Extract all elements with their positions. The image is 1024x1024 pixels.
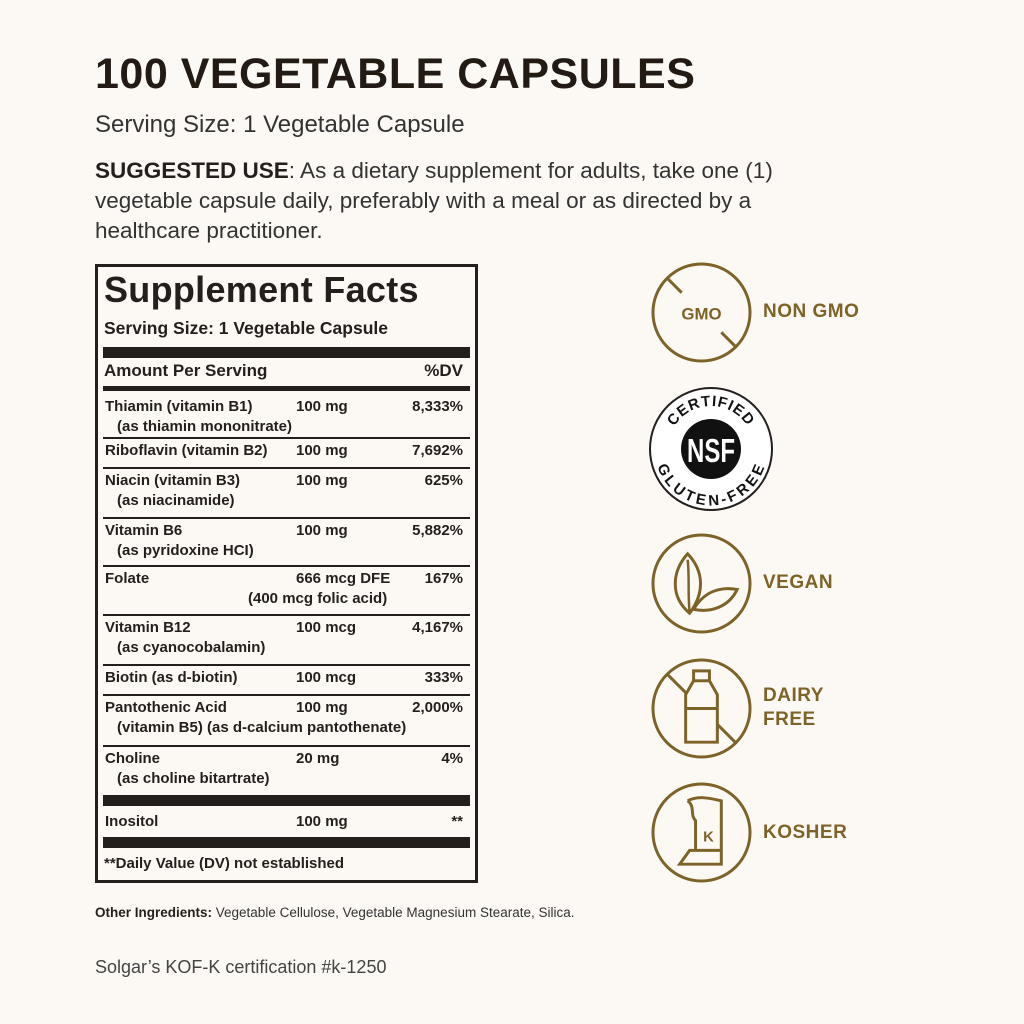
nutrient-amount: 20 mg <box>296 750 340 767</box>
serving-size: Serving Size: 1 Vegetable Capsule <box>95 111 465 138</box>
divider <box>103 386 470 391</box>
kosher-label: KOSHER <box>763 822 848 843</box>
facts-header: Amount Per Serving %DV <box>104 361 463 381</box>
nutrient-name: Folate <box>105 570 150 587</box>
kosher-icon-text: K <box>703 829 714 845</box>
nutrient-dv: 8,333% <box>412 398 463 415</box>
vegan-leaf-icon <box>651 533 752 634</box>
nutrient-source: (vitamin B5) (as d-calcium pantothenate) <box>117 719 407 736</box>
facts-title: Supplement Facts <box>104 269 419 310</box>
nutrient-amount: 100 mg <box>296 398 348 415</box>
divider <box>103 837 470 848</box>
col-dv: %DV <box>424 361 463 380</box>
dairy-free-bottle-icon <box>651 658 752 759</box>
non-gmo-icon: GMO <box>651 262 752 363</box>
nutrient-name: Riboflavin (vitamin B2) <box>105 442 268 459</box>
nutrient-amount: 666 mcg DFE <box>296 570 391 587</box>
suggested-use-text: : As a dietary supplement for adults, ta… <box>95 158 773 243</box>
facts-row: Vitamin B6 (as pyridoxine HCI) 100 mg 5,882… <box>103 519 470 567</box>
facts-row: Niacin (vitamin B3) (as niacinamide) 100 m… <box>103 469 470 519</box>
kosher-icon: K <box>651 782 752 883</box>
nsf-mid-text: NSF <box>687 433 735 470</box>
nutrient-name: Choline <box>105 750 160 767</box>
footnote: **Daily Value (DV) not established <box>104 855 345 872</box>
nsf-gluten-free-seal: CERTIFIED GLUTEN-FREE NSF <box>649 387 773 511</box>
suggested-use: SUGGESTED USE: As a dietary supplement f… <box>95 156 855 246</box>
facts-row: Folate (400 mcg folic acid) 666 mcg DFE 167… <box>103 567 470 616</box>
nutrient-source: (as choline bitartrate) <box>117 770 270 787</box>
nutrient-dv: 625% <box>424 472 463 489</box>
facts-row: Pantothenic Acid (vitamin B5) (as d-calci… <box>103 696 470 747</box>
supplement-facts-panel: Supplement Facts Serving Size: 1 Vegetab… <box>95 264 478 883</box>
facts-row: Biotin (as d-biotin) 100 mcg 333% <box>103 666 470 696</box>
nutrient-source: (as cyanocobalamin) <box>117 639 266 656</box>
nutrient-source: (as niacinamide) <box>117 492 235 509</box>
suggested-use-label: SUGGESTED USE <box>95 158 289 183</box>
divider <box>103 347 470 358</box>
nutrient-dv: 167% <box>424 570 463 587</box>
nutrient-amount: 100 mcg <box>296 669 357 686</box>
nutrient-dv: ** <box>451 813 463 830</box>
nutrient-name: Inositol <box>105 813 159 830</box>
nutrient-amount: 100 mg <box>296 472 348 489</box>
product-title: 100 VEGETABLE CAPSULES <box>95 50 696 98</box>
nutrient-dv: 5,882% <box>412 522 463 539</box>
nutrient-amount: 100 mcg <box>296 619 357 636</box>
nutrient-dv: 2,000% <box>412 699 463 716</box>
nutrient-dv: 4% <box>441 750 463 767</box>
nutrient-dv: 333% <box>424 669 463 686</box>
gmo-icon-text: GMO <box>681 304 721 323</box>
nutrient-amount: 100 mg <box>296 699 348 716</box>
other-ingredients-text: Vegetable Cellulose, Vegetable Magnesium… <box>212 905 575 920</box>
nutrient-source: (400 mcg folic acid) <box>248 590 388 607</box>
other-ingredients-label: Other Ingredients: <box>95 905 213 920</box>
nutrient-name: Biotin (as d-biotin) <box>105 669 238 686</box>
nutrient-amount: 100 mg <box>296 813 348 830</box>
nutrient-dv: 4,167% <box>412 619 463 636</box>
nutrient-dv: 7,692% <box>412 442 463 459</box>
divider <box>103 795 470 806</box>
dairy-free-label: DAIRY FREE <box>763 684 824 732</box>
dairy-free-line1: DAIRY <box>763 685 824 706</box>
nutrient-name: Pantothenic Acid <box>105 699 227 716</box>
nutrient-name: Vitamin B12 <box>105 619 191 636</box>
other-ingredients: Other Ingredients: Vegetable Cellulose, … <box>95 903 575 922</box>
facts-row: Inositol 100 mg ** <box>103 810 470 837</box>
kosher-certification: Solgar’s KOF-K certification #k-1250 <box>95 957 387 977</box>
nutrient-name: Thiamin (vitamin B1) <box>105 398 253 415</box>
nutrient-source: (as pyridoxine HCI) <box>117 542 254 559</box>
facts-serving-size: Serving Size: 1 Vegetable Capsule <box>104 318 388 338</box>
nutrient-source: (as thiamin mononitrate) <box>117 418 293 435</box>
facts-row: Choline (as choline bitartrate) 20 mg 4% <box>103 747 470 798</box>
vegan-label: VEGAN <box>763 572 834 593</box>
non-gmo-label: NON GMO <box>763 301 860 322</box>
facts-row: Riboflavin (vitamin B2) 100 mg 7,692% <box>103 439 470 469</box>
facts-row: Thiamin (vitamin B1) (as thiamin mononitr… <box>103 395 470 439</box>
nutrient-amount: 100 mg <box>296 522 348 539</box>
col-amount: Amount Per Serving <box>104 361 268 380</box>
facts-row: Vitamin B12 (as cyanocobalamin) 100 mcg 4,1… <box>103 616 470 666</box>
nutrient-amount: 100 mg <box>296 442 348 459</box>
nutrient-name: Niacin (vitamin B3) <box>105 472 241 489</box>
dairy-free-line2: FREE <box>763 709 816 730</box>
nutrient-name: Vitamin B6 <box>105 522 183 539</box>
